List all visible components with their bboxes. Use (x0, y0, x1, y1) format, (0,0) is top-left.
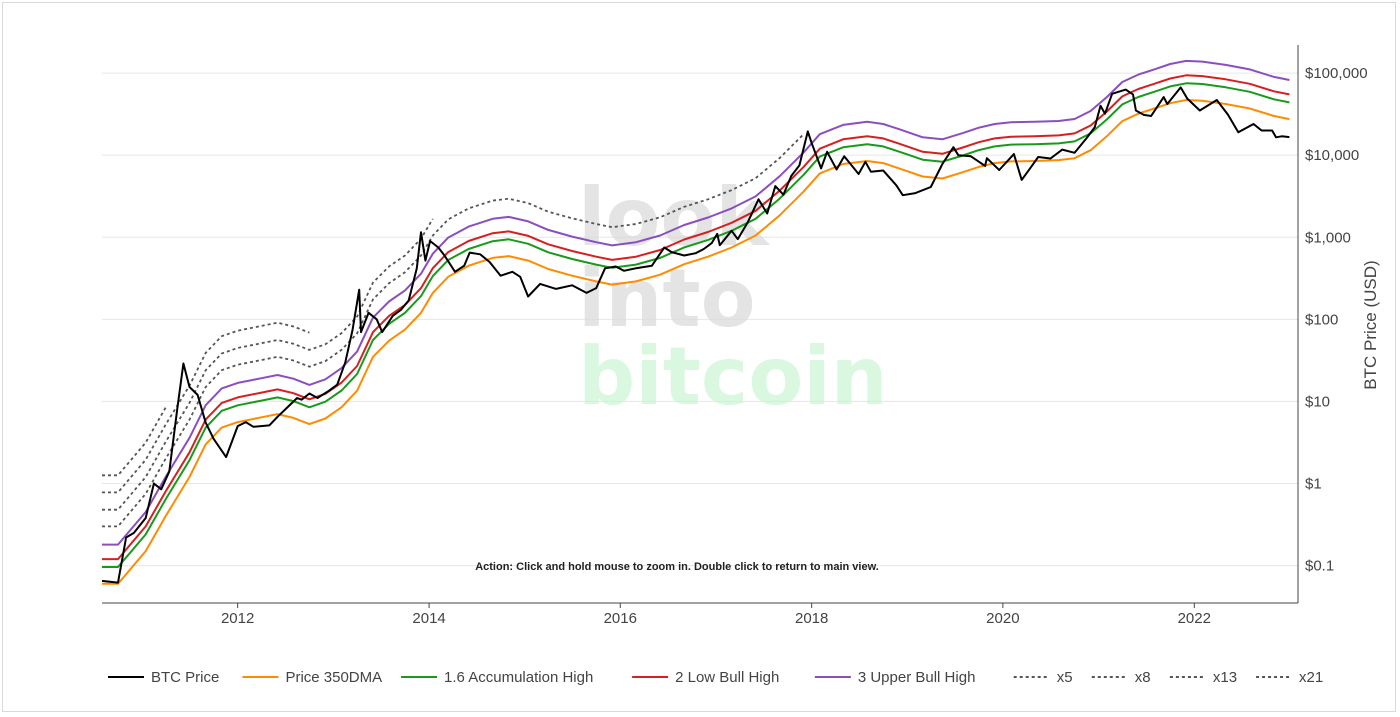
legend-item-x5[interactable]: x5 (1013, 669, 1073, 686)
x-tick-label: 2020 (986, 610, 1019, 627)
legend-label: x21 (1299, 669, 1323, 686)
legend-item-x8[interactable]: x8 (1091, 669, 1151, 686)
watermark: look into bitcoin (578, 171, 888, 423)
legend-label: x13 (1213, 669, 1237, 686)
series-line-2-low-bull-high (102, 74, 1290, 561)
y-tick-label: $100,000 (1305, 65, 1368, 82)
x-tick-label: 2022 (1178, 610, 1211, 627)
legend-item-1-6-accumulation-high[interactable]: 1.6 Accumulation High (401, 669, 593, 686)
watermark-bitcoin: bitcoin (578, 330, 888, 423)
legend-label: x8 (1135, 669, 1151, 686)
series-layer (101, 59, 1290, 585)
x-tick-label: 2016 (604, 610, 637, 627)
y-tick-label: $10,000 (1305, 147, 1359, 164)
legend-item-x21[interactable]: x21 (1256, 669, 1323, 686)
legend-item-3-upper-bull-high[interactable]: 3 Upper Bull High (814, 669, 976, 686)
legend-item-price-350dma[interactable]: Price 350DMA (242, 669, 382, 686)
y-tick-label: $100 (1305, 311, 1338, 328)
y-tick-label: $10 (1305, 393, 1330, 410)
legend-label: 3 Upper Bull High (858, 669, 976, 686)
series-line-1-6-accumulation-high (102, 82, 1290, 568)
series-line-x8 (102, 218, 434, 511)
series-line-x13 (102, 321, 310, 494)
x-tick-label: 2014 (412, 610, 445, 627)
legend-label: BTC Price (151, 669, 219, 686)
x-tick-label: 2012 (221, 610, 254, 627)
legend[interactable]: BTC Price Price 350DMA 1.6 Accumulation Hi… (108, 669, 1323, 686)
y-axis-title: BTC Price (USD) (1361, 260, 1380, 389)
series-line-btc-price (101, 86, 1290, 584)
watermark-look: look (578, 171, 770, 264)
legend-item-2-low-bull-high[interactable]: 2 Low Bull High (632, 669, 779, 686)
grid-lines (102, 72, 1298, 567)
series-line-3-upper-bull-high (102, 59, 1290, 546)
y-tick-label: $1 (1305, 475, 1322, 492)
axes: $0.1 $1 $10 $100 $1,000 $10,000 $100,000 2012 20… (102, 45, 1368, 627)
y-tick-label: $0.1 (1305, 558, 1334, 575)
series-line-price-350dma (102, 99, 1290, 585)
x-tick-label: 2018 (795, 610, 828, 627)
legend-label: x5 (1057, 669, 1073, 686)
series-line-x21 (102, 407, 167, 477)
legend-item-btc-price[interactable]: BTC Price (108, 669, 219, 686)
y-tick-label: $1,000 (1305, 229, 1351, 246)
series-line-x5 (102, 133, 805, 528)
legend-item-x13[interactable]: x13 (1169, 669, 1237, 686)
legend-label: Price 350DMA (285, 669, 382, 686)
legend-label: 1.6 Accumulation High (444, 669, 593, 686)
legend-label: 2 Low Bull High (675, 669, 779, 686)
zoom-instruction: Action: Click and hold mouse to zoom in.… (475, 561, 879, 573)
